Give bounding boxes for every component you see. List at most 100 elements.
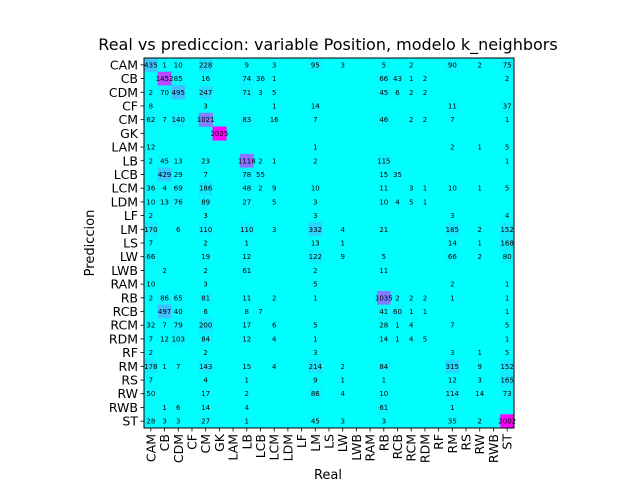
- heatmap-cell: [472, 373, 487, 388]
- cell-value-label: 48: [242, 185, 251, 193]
- heatmap-cell: [198, 112, 213, 127]
- cell-value-label: 2: [409, 116, 413, 124]
- heatmap-cell: [500, 222, 515, 237]
- cell-value-label: 10: [146, 281, 155, 289]
- heatmap-cell: [376, 58, 391, 72]
- heatmap-cell: [445, 236, 460, 251]
- cell-value-label: 10: [379, 390, 388, 398]
- heatmap-cell: [267, 85, 282, 100]
- cell-value-label: 2: [423, 75, 427, 83]
- heatmap-cells: [144, 58, 515, 429]
- cell-value-label: 5: [272, 198, 276, 206]
- cell-value-label: 1452: [156, 75, 174, 83]
- heatmap-cell: [335, 414, 350, 429]
- heatmap-cell: [171, 290, 186, 305]
- cell-value-label: 14: [475, 390, 484, 398]
- cell-value-label: 35: [393, 171, 402, 179]
- cell-value-label: 5: [313, 322, 317, 330]
- heatmap-cell: [404, 85, 419, 100]
- cell-value-label: 2: [162, 267, 166, 275]
- heatmap-cell: [404, 318, 419, 333]
- heatmap-cell: [376, 290, 391, 305]
- cell-value-label: 19: [201, 253, 210, 261]
- cell-value-label: 185: [446, 226, 459, 234]
- cell-value-label: 1: [162, 404, 166, 412]
- cell-value-label: 1: [245, 418, 249, 426]
- cell-value-label: 9: [478, 363, 482, 371]
- x-tick-label: CB: [157, 434, 172, 451]
- cell-value-label: 4: [203, 377, 208, 385]
- cell-value-label: 5: [313, 281, 317, 289]
- y-tick-label: RCB: [113, 304, 138, 319]
- heatmap-cell: [445, 249, 460, 264]
- cell-value-label: 7: [162, 322, 166, 330]
- cell-value-label: 7: [176, 363, 180, 371]
- cell-value-label: 5: [272, 89, 276, 97]
- cell-value-label: 32: [146, 322, 155, 330]
- x-tick-label: GK: [212, 433, 227, 452]
- heatmap-cell: [404, 332, 419, 347]
- x-tick-label: RWB: [486, 434, 501, 463]
- y-tick-label: RWB: [109, 400, 138, 415]
- cell-value-label: 3: [313, 198, 317, 206]
- cell-value-label: 50: [146, 390, 155, 398]
- cell-value-label: 5: [505, 349, 509, 357]
- cell-value-label: 2: [340, 363, 344, 371]
- heatmap-cell: [144, 208, 158, 223]
- cell-value-label: 12: [242, 253, 251, 261]
- heatmap-cell: [267, 71, 282, 86]
- cell-value-label: 45: [379, 89, 388, 97]
- heatmap-cell: [308, 263, 323, 278]
- cell-value-label: 85: [174, 75, 183, 83]
- heatmap-cell: [144, 373, 158, 388]
- heatmap-cell: [239, 332, 254, 347]
- cell-value-label: 1: [162, 61, 166, 69]
- x-tick-label: RS: [459, 434, 474, 451]
- heatmap-cell: [500, 332, 515, 347]
- cell-value-label: 2: [203, 240, 207, 248]
- cell-value-label: 4: [245, 404, 250, 412]
- cell-value-label: 1: [478, 240, 482, 248]
- heatmap-cell: [198, 222, 213, 237]
- y-tick-label: LDM: [111, 194, 138, 209]
- heatmap-cell: [144, 249, 158, 264]
- heatmap-cell: [418, 304, 433, 319]
- cell-value-label: 14: [311, 102, 320, 110]
- cell-value-label: 76: [174, 198, 183, 206]
- cell-value-label: 2: [149, 157, 153, 165]
- cell-value-label: 1: [395, 335, 399, 343]
- cell-value-label: 15: [242, 363, 251, 371]
- heatmap-cell: [445, 373, 460, 388]
- heatmap-cell: [198, 332, 213, 347]
- cell-value-label: 178: [144, 363, 157, 371]
- heatmap-cell: [171, 167, 186, 182]
- cell-value-label: 3: [450, 349, 454, 357]
- heatmap-cell: [472, 414, 487, 429]
- heatmap-cell: [404, 304, 419, 319]
- cell-value-label: 1035: [375, 294, 393, 302]
- cell-value-label: 1: [272, 75, 276, 83]
- cell-value-label: 5: [505, 185, 509, 193]
- cell-value-label: 7: [149, 335, 153, 343]
- heatmap-cell: [404, 290, 419, 305]
- heatmap-cell: [171, 222, 186, 237]
- heatmap-cell: [500, 208, 515, 223]
- heatmap-cell: [157, 71, 172, 86]
- cell-value-label: 1: [272, 102, 276, 110]
- heatmap-cell: [171, 414, 186, 429]
- heatmap-cell: [500, 290, 515, 305]
- heatmap-cell: [239, 167, 254, 182]
- cell-value-label: 143: [199, 363, 212, 371]
- heatmap-cell: [171, 318, 186, 333]
- heatmap-cell: [418, 290, 433, 305]
- heatmap-cell: [253, 153, 268, 168]
- heatmap-cell: [376, 181, 391, 196]
- heatmap-cell: [308, 153, 323, 168]
- cell-value-label: 2: [203, 349, 207, 357]
- cell-value-label: 10: [146, 198, 155, 206]
- heatmap-cell: [472, 58, 487, 72]
- heatmap-cell: [376, 112, 391, 127]
- cell-value-label: 4: [272, 335, 277, 343]
- heatmap-cell: [157, 359, 172, 374]
- heatmap-cell: [472, 140, 487, 155]
